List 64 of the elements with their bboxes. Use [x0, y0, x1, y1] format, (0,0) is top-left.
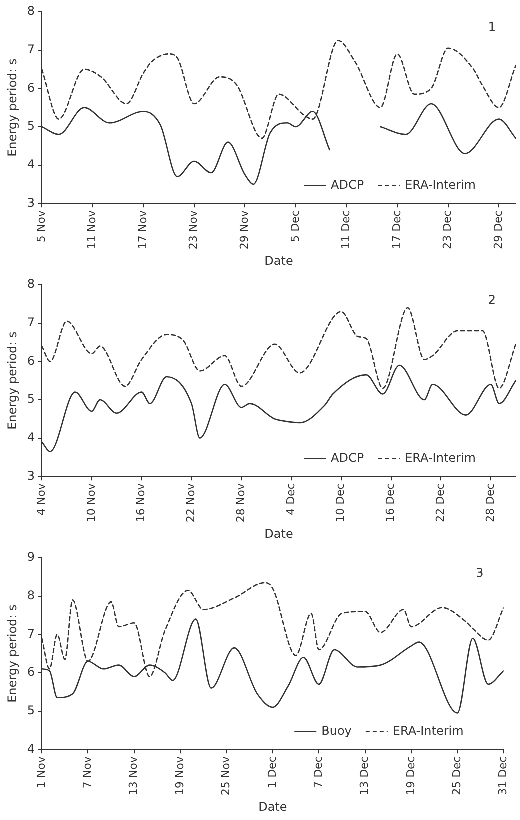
y-tick-label: 8	[27, 277, 36, 292]
x-tick-label: 23 Nov	[187, 210, 200, 250]
x-tick-label: 29 Nov	[238, 210, 252, 250]
x-tick-label: 31 Dec	[496, 756, 510, 796]
x-tick-label: 19 Nov	[173, 756, 186, 796]
x-tick-label: 5 Dec	[288, 210, 302, 242]
x-tick-label: 16 Nov	[134, 483, 148, 523]
x-tick-label: 13 Dec	[358, 756, 372, 796]
y-tick-label: 7	[27, 42, 36, 56]
y-tick-label: 7	[27, 626, 36, 641]
y-tick-label: 3	[27, 196, 36, 210]
legend-label: ADCP	[331, 178, 364, 192]
x-tick-label: 10 Nov	[84, 483, 98, 523]
x-tick-label: 19 Dec	[404, 756, 418, 796]
y-tick-label: 4	[27, 742, 36, 756]
y-tick-label: 5	[27, 703, 36, 718]
x-tick-label: 29 Dec	[492, 210, 505, 250]
x-tick-label: 1 Dec	[266, 756, 279, 788]
y-tick-label: 4	[27, 157, 36, 172]
x-tick-label: 22 Nov	[184, 483, 198, 523]
y-tick-label: 6	[27, 354, 36, 368]
x-tick-label: 25 Dec	[450, 756, 464, 796]
y-tick-label: 7	[27, 315, 36, 330]
x-tick-label: 17 Dec	[390, 210, 404, 250]
y-axis-title: Energy period: s	[5, 58, 20, 157]
x-axis-title: Date	[264, 526, 294, 541]
y-tick-label: 8	[27, 588, 36, 602]
y-tick-label: 5	[27, 119, 36, 134]
x-tick-label: 4 Dec	[284, 484, 298, 516]
y-tick-label: 9	[27, 550, 36, 564]
legend-label: ADCP	[331, 450, 364, 465]
x-tick-label: 28 Dec	[484, 484, 497, 522]
x-tick-label: 22 Dec	[434, 484, 448, 522]
x-tick-label: 7 Dec	[312, 756, 325, 788]
x-tick-label: 13 Nov	[127, 756, 140, 796]
y-tick-label: 3	[27, 468, 36, 483]
y-tick-label: 5	[27, 392, 36, 406]
legend-label: ERA-Interim	[392, 724, 464, 738]
y-tick-label: 6	[27, 665, 36, 680]
y-tick-label: 4	[27, 430, 36, 444]
x-tick-label: 1 Nov	[34, 756, 48, 789]
legend-label: ERA-Interim	[405, 178, 476, 192]
y-axis-title: Energy period: s	[5, 604, 20, 703]
x-axis-title: Date	[264, 254, 294, 268]
y-axis-title: Energy period: s	[5, 332, 20, 430]
x-tick-label: 10 Dec	[334, 484, 348, 522]
x-axis-title: Date	[258, 800, 288, 814]
annotation: 1	[488, 20, 496, 34]
x-tick-label: 16 Dec	[384, 484, 398, 522]
y-tick-label: 6	[27, 80, 36, 95]
x-tick-label: 28 Nov	[234, 483, 248, 523]
y-tick-label: 8	[27, 4, 36, 18]
annotation: 3	[476, 566, 484, 580]
x-tick-label: 25 Nov	[220, 756, 233, 796]
x-tick-label: 17 Nov	[136, 210, 150, 250]
x-tick-label: 11 Dec	[340, 210, 353, 250]
x-tick-label: 4 Nov	[34, 483, 48, 516]
x-tick-label: 7 Nov	[81, 756, 94, 789]
x-tick-label: 23 Dec	[441, 210, 454, 250]
x-tick-label: 5 Nov	[34, 210, 48, 243]
legend-label: ERA-Interim	[405, 450, 476, 465]
legend-label: Buoy	[322, 724, 352, 738]
annotation: 2	[488, 293, 496, 308]
x-tick-label: 11 Nov	[86, 210, 99, 250]
